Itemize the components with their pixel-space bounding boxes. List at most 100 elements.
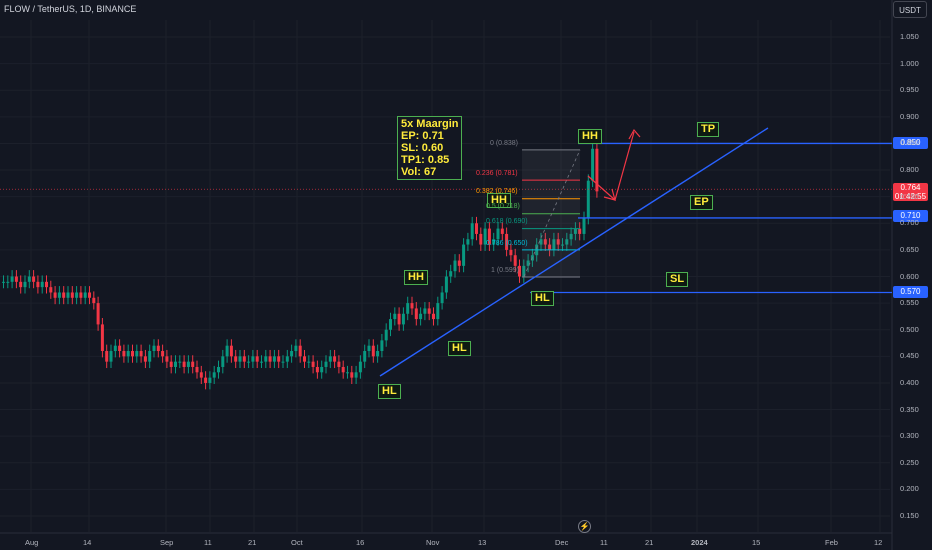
candle (444, 276, 448, 293)
candle (178, 361, 182, 363)
candle (264, 356, 268, 362)
candle (277, 356, 281, 362)
candle (582, 217, 586, 234)
candle (556, 239, 560, 245)
fib-label: 0 (0.838) (490, 140, 519, 147)
candle (113, 345, 117, 352)
candle (324, 361, 328, 367)
candle (311, 361, 315, 367)
candle (221, 356, 225, 367)
candle (462, 244, 466, 266)
candle (285, 356, 289, 362)
candle (328, 356, 332, 362)
y-tick-label: 0.550 (900, 298, 919, 308)
candle (229, 345, 233, 357)
hl-label: HL (378, 384, 401, 399)
y-tick-label: 0.500 (900, 324, 919, 334)
y-tick-label: 0.900 (900, 111, 919, 121)
candle (561, 244, 564, 246)
candle (83, 292, 87, 298)
candle (578, 228, 582, 234)
candle (242, 356, 246, 362)
ep-price-label: 0.710 (893, 210, 928, 222)
candle (483, 228, 487, 245)
candle (341, 366, 345, 373)
fib-label: 0.618 (0.690) (486, 218, 528, 225)
y-tick-label: 1.050 (900, 32, 919, 41)
candle (371, 345, 375, 357)
y-tick-label: 0.200 (900, 484, 919, 494)
candle (10, 276, 14, 282)
candle (419, 313, 423, 320)
candle (217, 366, 220, 373)
info-line: Vol: 67 (401, 166, 437, 178)
candle (281, 361, 285, 363)
candle (105, 351, 109, 362)
candle (122, 351, 126, 357)
candle (6, 281, 10, 283)
candle (126, 351, 130, 357)
candle (436, 303, 440, 320)
arrow-head (603, 188, 616, 201)
arrow-head (628, 128, 641, 140)
candle (272, 356, 276, 362)
candle (346, 372, 349, 374)
candle (152, 345, 156, 352)
candle (165, 356, 169, 362)
candle (440, 292, 444, 304)
hl-label: HL (531, 291, 554, 306)
x-tick-label: Oct (291, 538, 303, 547)
candle (148, 351, 152, 362)
x-tick-label: 12 (874, 538, 883, 547)
x-tick-label: Aug (25, 538, 39, 547)
candle (191, 361, 195, 367)
fib-label: 0.5 (0.718) (486, 203, 520, 210)
fib-label: 0.382 (0.746) (476, 188, 518, 195)
currency-button[interactable]: USDT (893, 1, 927, 18)
candle (539, 239, 543, 245)
x-tick-label: 11 (600, 538, 608, 547)
candle (156, 345, 160, 352)
symbol-title: FLOW / TetherUS, 1D, BINANCE (4, 4, 137, 14)
candle (225, 345, 229, 357)
hl-label: HL (448, 341, 471, 356)
candle (294, 345, 298, 352)
y-tick-label: 0.450 (900, 351, 919, 361)
hh-label: HH (578, 129, 602, 144)
candle (427, 308, 431, 314)
y-tick-label: 0.150 (900, 511, 919, 520)
candle (543, 239, 547, 245)
candle (432, 313, 435, 320)
candle (479, 233, 483, 245)
candle (75, 292, 79, 298)
candle (290, 351, 294, 357)
hh-label: HH (487, 193, 511, 208)
y-tick-label: 0.600 (900, 271, 919, 281)
lightning-icon[interactable]: ⚡ (578, 520, 591, 533)
x-tick-label: Sep (160, 538, 174, 547)
trendline (379, 127, 769, 377)
grid-lines (0, 0, 893, 550)
candle (109, 351, 113, 362)
y-tick-label: 1.000 (900, 58, 919, 68)
candle (492, 239, 496, 245)
y-tick-label: 0.700 (900, 218, 919, 228)
candle (70, 292, 74, 298)
candle (470, 223, 474, 240)
candle (466, 239, 470, 245)
candle (376, 351, 380, 357)
trade-info-box: 5x Maargin EP: 0.71 SL: 0.60 TP1: 0.85 V… (397, 116, 463, 180)
candle (204, 377, 208, 383)
candle (522, 265, 526, 277)
candle (320, 366, 324, 373)
candle (358, 361, 362, 373)
candle (135, 351, 139, 357)
candle (389, 319, 392, 330)
candle (505, 233, 509, 250)
fib-label: 0.236 (0.781) (476, 170, 518, 177)
candle (548, 244, 552, 250)
candle (487, 228, 491, 245)
y-tick-label: 0.250 (900, 457, 919, 467)
candle (363, 351, 367, 362)
